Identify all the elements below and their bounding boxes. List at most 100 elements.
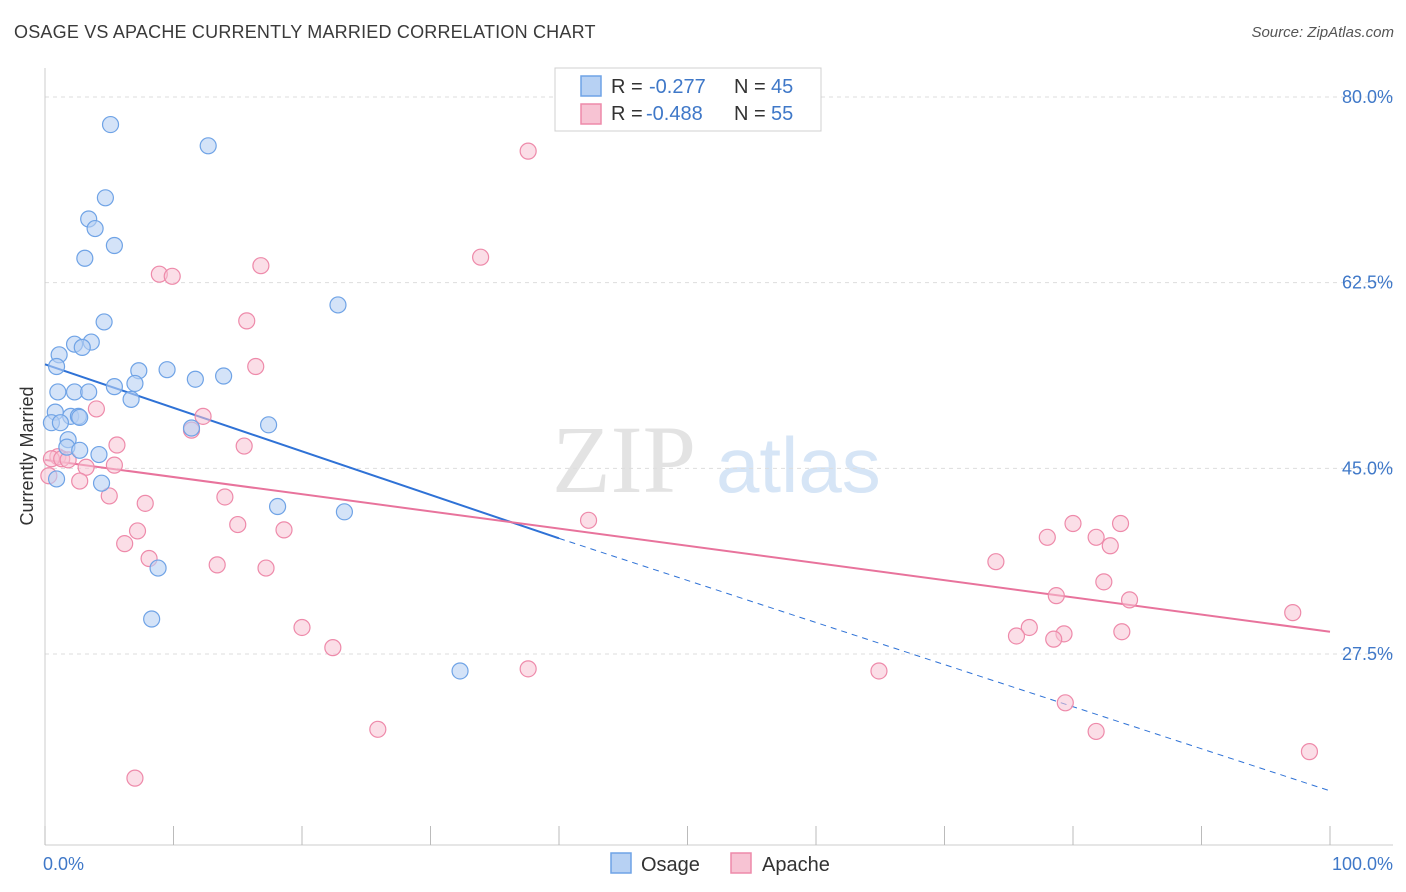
apache-point [293, 618, 311, 637]
osage-point [259, 416, 278, 434]
legend-osage-r-value: -0.277 [649, 76, 706, 98]
apache-point [519, 142, 537, 160]
apache-point [1007, 627, 1026, 645]
osage-point [80, 383, 98, 401]
apache-point [1056, 694, 1074, 712]
apache-point [1101, 537, 1119, 555]
osage-point [149, 559, 167, 577]
apache-point [257, 559, 275, 577]
apache-point [247, 357, 265, 376]
chart-title: OSAGE VS APACHE CURRENTLY MARRIED CORREL… [14, 22, 596, 42]
apache-point [105, 456, 123, 474]
osage-point [329, 296, 347, 314]
y-axis-title: Currently Married [17, 386, 37, 525]
bottom-legend-osage-label: Osage [641, 854, 700, 876]
bottom-legend-osage-swatch [610, 852, 632, 874]
apache-point [324, 639, 342, 657]
apache-point [194, 407, 212, 425]
apache-point [1120, 591, 1139, 609]
apache-point [126, 769, 144, 787]
apache-point [216, 488, 234, 506]
osage-trend-extension [558, 537, 1331, 792]
correlation-legend: R = -0.277 N = 45 R = -0.488 N = 55 [554, 67, 822, 132]
apache-point [100, 487, 118, 505]
apache-point [87, 400, 106, 418]
osage-point [71, 408, 89, 427]
apache-point [71, 472, 89, 490]
osage-point [71, 441, 89, 459]
y-tick-label: 80.0% [1342, 87, 1393, 107]
apache-point [1087, 722, 1105, 741]
apache-point [1020, 618, 1038, 637]
osage-point [451, 662, 469, 680]
osage-point [182, 419, 201, 437]
osage-point [96, 189, 114, 207]
osage-point [101, 115, 120, 134]
bottom-legend-apache-label: Apache [762, 854, 830, 876]
osage-point [95, 313, 113, 331]
apache-point [579, 511, 598, 529]
apache-trend-line [44, 458, 1331, 633]
apache-point [275, 521, 293, 539]
osage-point [126, 374, 144, 393]
apache-point [1038, 528, 1056, 546]
osage-point [335, 503, 354, 521]
apache-point [1284, 604, 1302, 622]
x-tick-label: 100.0% [1332, 854, 1393, 874]
osage-point [86, 219, 104, 238]
osage-point [186, 370, 204, 388]
osage-point [158, 361, 176, 379]
apache-point [1047, 587, 1065, 605]
source-label: Source: ZipAtlas.com [1251, 24, 1394, 41]
apache-point [1111, 514, 1130, 533]
osage-point [90, 445, 108, 464]
apache-point [519, 660, 537, 678]
osage-point [51, 414, 70, 432]
apache-point [1064, 514, 1082, 533]
osage-point [268, 497, 287, 516]
osage-point [105, 378, 123, 396]
osage-point [73, 338, 91, 356]
apache-point [238, 312, 256, 330]
apache-point [108, 436, 126, 454]
legend-apache-n-value: 55 [771, 103, 793, 125]
apache-point [128, 522, 147, 540]
y-tick-label: 45.0% [1342, 458, 1393, 478]
apache-point [163, 267, 181, 285]
legend-apache-swatch [580, 103, 602, 125]
apache-point [369, 720, 387, 738]
gridlines [45, 96, 1393, 655]
watermark-zip: ZIP [552, 406, 696, 513]
osage-point [92, 474, 111, 492]
legend-osage-r-label: R = [611, 76, 643, 98]
legend-osage-swatch [580, 75, 602, 97]
apache-point [229, 515, 247, 534]
apache-point [208, 556, 226, 574]
apache-point [987, 553, 1005, 571]
osage-point [47, 470, 66, 488]
apache-point [116, 535, 134, 553]
series-legend: Osage Apache [610, 852, 830, 876]
apache-point [1045, 630, 1063, 648]
apache-point [472, 248, 490, 266]
bottom-legend-apache-swatch [730, 852, 752, 874]
y-tick-label: 27.5% [1342, 644, 1393, 664]
osage-point [215, 367, 233, 385]
watermark-atlas: atlas [716, 421, 881, 509]
osage-point [122, 390, 140, 408]
apache-point [1300, 743, 1319, 761]
legend-osage-n-value: 45 [771, 76, 793, 98]
apache-point [235, 437, 253, 455]
y-tick-label: 62.5% [1342, 273, 1393, 293]
osage-point [105, 236, 123, 255]
apache-point [1113, 623, 1131, 641]
tick-labels: 27.5% 45.0% 62.5% 80.0% 0.0% 100.0% [43, 87, 1393, 874]
osage-point [143, 610, 161, 628]
osage-point [76, 249, 94, 267]
apache-point [252, 257, 270, 275]
legend-apache-r-label: R = [611, 103, 643, 125]
legend-apache-n-label: N = [734, 103, 766, 125]
osage-point [47, 357, 66, 376]
legend-osage-n-label: N = [734, 76, 766, 98]
apache-point [136, 494, 154, 512]
